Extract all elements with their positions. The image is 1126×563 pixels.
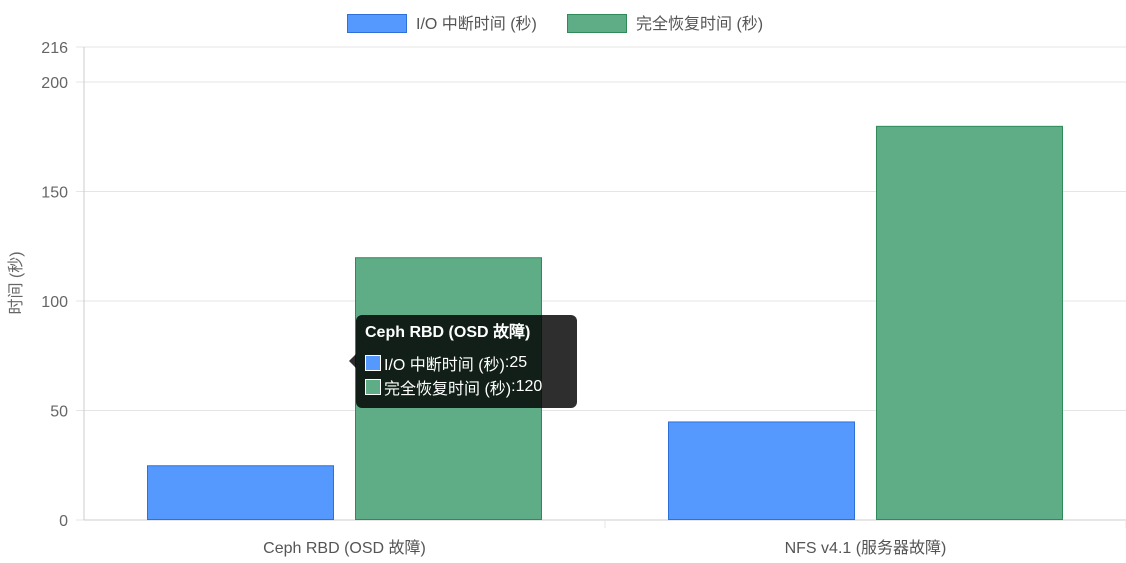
tooltip-row-value: 25 — [509, 354, 528, 371]
x-tick-label: Ceph RBD (OSD 故障) — [263, 539, 426, 557]
tooltip-caret — [349, 354, 356, 368]
y-tick-label: 100 — [41, 294, 68, 311]
bar-io-interruption[interactable] — [147, 465, 334, 521]
y-tick-label: 150 — [41, 185, 68, 202]
tooltip-swatch-recovery — [365, 379, 381, 395]
tooltip-swatch-io — [365, 355, 381, 371]
y-tick-label: 200 — [41, 75, 68, 92]
tooltip-row-value: 120 — [515, 378, 543, 395]
legend-item-full-recovery[interactable]: 完全恢复时间 (秒) — [567, 14, 764, 34]
y-axis-title: 时间 (秒) — [7, 251, 25, 314]
bar-io-interruption[interactable] — [668, 421, 855, 521]
legend-item-io-interruption[interactable]: I/O 中断时间 (秒) — [347, 14, 537, 34]
legend-swatch — [567, 14, 627, 33]
grid-layer — [76, 46, 1126, 521]
y-tick-label: 216 — [41, 40, 68, 57]
legend-label: 完全恢复时间 (秒) — [636, 15, 763, 33]
tooltip-row: I/O 中断时间 (秒): 25 — [365, 351, 568, 375]
tooltip-row-label: 完全恢复时间 (秒) — [384, 381, 512, 398]
tooltip-row-label: I/O 中断时间 (秒) — [384, 357, 505, 374]
chart-tooltip: Ceph RBD (OSD 故障) I/O 中断时间 (秒): 25 完全恢复时… — [349, 315, 577, 408]
legend: I/O 中断时间 (秒) 完全恢复时间 (秒) — [347, 14, 764, 34]
legend-label: I/O 中断时间 (秒) — [416, 15, 537, 33]
legend-swatch — [347, 14, 407, 33]
y-tick-label: 0 — [59, 513, 68, 530]
tooltip-title: Ceph RBD (OSD 故障) — [365, 324, 531, 341]
tooltip-row: 完全恢复时间 (秒): 120 — [365, 375, 568, 399]
x-tick-label: NFS v4.1 (服务器故障) — [785, 539, 947, 557]
y-tick-label: 50 — [50, 404, 68, 421]
bar-layer — [147, 125, 1063, 521]
axis-layer: 0 50 100 150 200 216 Ceph RBD (OSD 故障) NFS v4.1… — [41, 40, 1126, 557]
bar-full-recovery[interactable] — [876, 125, 1063, 520]
